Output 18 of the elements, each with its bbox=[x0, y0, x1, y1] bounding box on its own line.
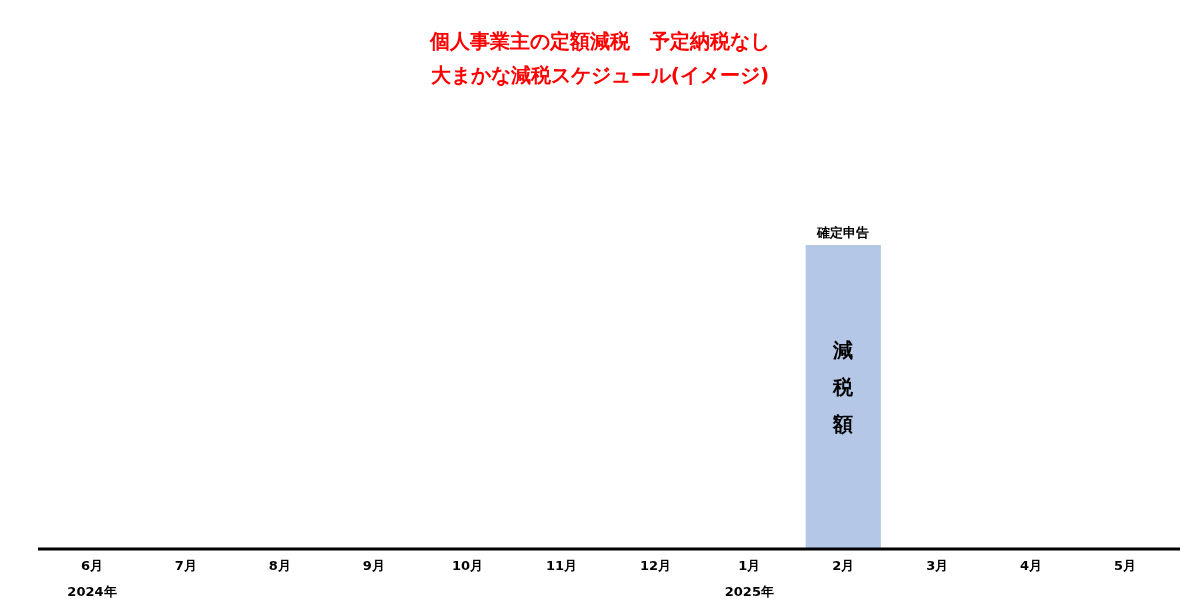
x-tick-label: 1月 bbox=[738, 558, 761, 573]
x-tick-label: 12月 bbox=[639, 558, 672, 573]
x-tick-label: 3月 bbox=[926, 558, 949, 573]
text: 2024年 bbox=[67, 584, 117, 599]
text: 2025年 bbox=[724, 584, 774, 599]
x-tick-label: 8月 bbox=[268, 558, 291, 573]
chart-subtitle: 大まかな減税スケジュール(イメージ) bbox=[430, 63, 770, 87]
x-tick-label: 11月 bbox=[545, 558, 578, 573]
x-tick-label: 7月 bbox=[174, 558, 197, 573]
x-tick-label: 2月 bbox=[832, 558, 855, 573]
annotation: 減税額 bbox=[832, 338, 855, 436]
chart-title: 個人事業主の定額減税 予定納税なし bbox=[429, 29, 770, 53]
x-tick-label: 5月 bbox=[1114, 558, 1137, 573]
x-tick-label: 6月 bbox=[80, 558, 103, 573]
x-tick-label: 9月 bbox=[362, 558, 385, 573]
annotation: 確定申告 bbox=[816, 225, 870, 240]
x-tick-label: 10月 bbox=[452, 558, 484, 573]
x-tick-label: 4月 bbox=[1020, 558, 1043, 573]
